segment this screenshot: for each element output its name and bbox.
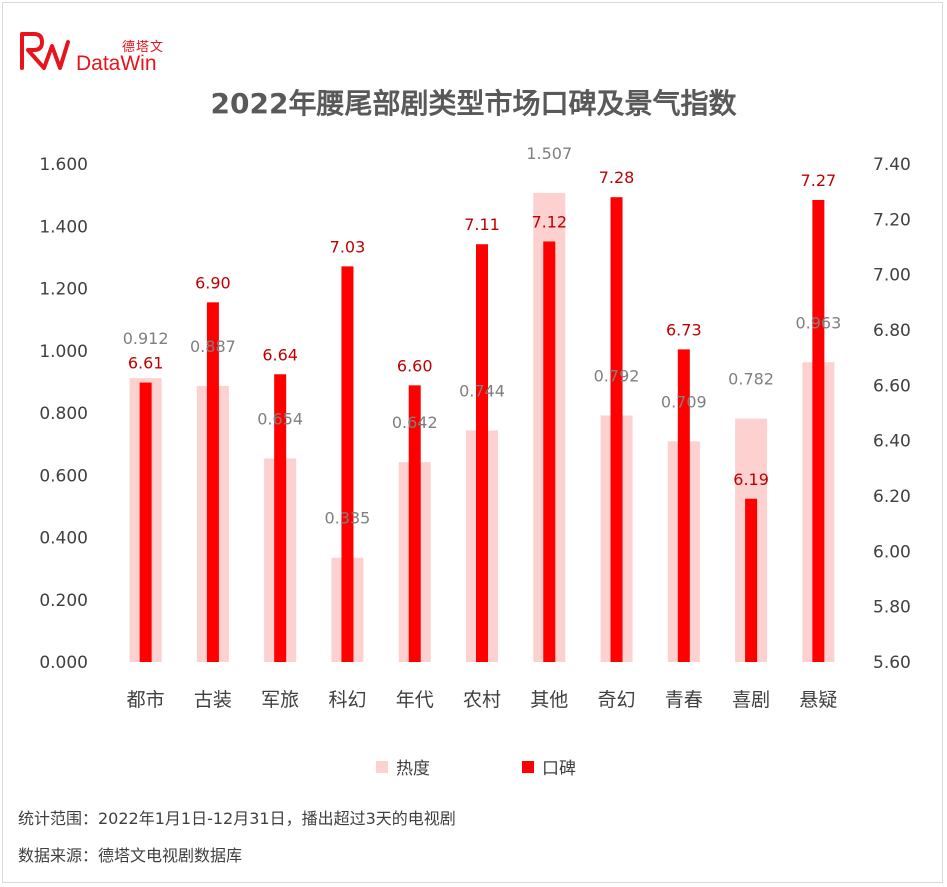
logo-chinese-text: 德塔文 xyxy=(122,40,165,55)
footnote-scope: 统计范围：2022年1月1日-12月31日，播出超过3天的电视剧 xyxy=(18,809,456,828)
category-label: 农村 xyxy=(463,689,501,711)
score-bars-group xyxy=(139,197,825,662)
heat-data-labels: 0.912 0.887 0.654 0.335 0.642 0.744 1.507 0.792… xyxy=(123,144,842,528)
heat-data-label: 0.335 xyxy=(325,509,371,528)
category-label: 悬疑 xyxy=(799,689,837,711)
category-label: 奇幻 xyxy=(598,689,636,711)
category-label: 其他 xyxy=(530,689,568,711)
heat-data-label: 0.642 xyxy=(392,413,438,432)
left-axis-tick-label: 1.400 xyxy=(39,217,88,237)
score-bar xyxy=(543,241,556,662)
score-bar xyxy=(812,199,825,662)
category-labels: 都市 古装 军旅 科幻 年代 农村 其他 奇幻 青春 喜剧 悬疑 xyxy=(127,689,838,711)
right-axis-tick-label: 5.60 xyxy=(873,653,911,673)
category-label: 喜剧 xyxy=(732,689,770,711)
category-label: 都市 xyxy=(127,689,165,711)
heat-data-label: 0.709 xyxy=(661,392,707,411)
heat-data-label: 0.654 xyxy=(257,409,303,428)
right-axis-tick-label: 7.20 xyxy=(873,210,911,230)
heat-data-label: 0.912 xyxy=(123,329,169,348)
left-axis-tick-label: 1.200 xyxy=(39,280,88,300)
logo-english-text: DataWin xyxy=(76,52,157,75)
category-label: 年代 xyxy=(396,689,434,711)
right-axis-tick-label: 6.00 xyxy=(873,542,911,562)
right-axis-tick-label: 5.80 xyxy=(873,598,911,618)
right-axis-tick-label: 6.60 xyxy=(873,376,911,396)
heat-data-label: 1.507 xyxy=(526,144,572,163)
heat-data-label: 0.744 xyxy=(459,381,505,400)
legend-item-heat: 热度 xyxy=(376,754,430,779)
chart-title: 2022年腰尾部剧类型市场口碑及景气指数 xyxy=(210,87,737,120)
score-bar xyxy=(745,498,758,662)
score-bar xyxy=(274,374,287,662)
score-data-label: 6.64 xyxy=(262,345,298,364)
right-axis-tick-label: 6.80 xyxy=(873,321,911,341)
heat-data-label: 0.887 xyxy=(190,337,236,356)
score-data-label: 6.19 xyxy=(733,470,769,489)
left-axis-tick-label: 0.000 xyxy=(39,653,88,673)
category-label: 古装 xyxy=(194,689,232,711)
legend-swatch-score xyxy=(522,760,534,773)
score-data-label: 6.61 xyxy=(128,354,164,373)
score-data-label: 6.60 xyxy=(397,356,433,375)
legend-label-score: 口碑 xyxy=(542,759,576,779)
score-bar xyxy=(677,349,690,662)
left-axis-tick-label: 0.400 xyxy=(39,529,88,549)
score-data-label: 7.28 xyxy=(599,168,635,187)
right-axis-ticks: 5.60 5.80 6.00 6.20 6.40 6.60 6.80 7.00 7.20 7.40 xyxy=(873,155,911,673)
score-data-labels: 6.61 6.90 6.64 7.03 6.60 7.11 7.12 7.28 6.73 6.19… xyxy=(128,168,836,489)
score-bar xyxy=(341,266,354,662)
score-bar xyxy=(476,244,488,662)
left-axis-tick-label: 0.800 xyxy=(39,404,88,424)
heat-data-label: 0.782 xyxy=(728,370,774,389)
category-label: 军旅 xyxy=(261,689,299,711)
legend-label-heat: 热度 xyxy=(396,759,430,779)
score-data-label: 6.73 xyxy=(666,320,702,339)
right-axis-tick-label: 7.40 xyxy=(873,155,911,175)
score-data-label: 6.90 xyxy=(195,273,231,292)
score-bar xyxy=(610,197,623,662)
datawin-logo-mark xyxy=(20,32,70,70)
footnote-source: 数据来源：德塔文电视剧数据库 xyxy=(18,846,243,865)
score-data-label: 7.11 xyxy=(464,215,500,234)
score-bar xyxy=(139,382,152,662)
right-axis-tick-label: 7.00 xyxy=(873,266,911,286)
bar-chart: 0.000 0.200 0.400 0.600 0.800 1.000 1.200 1.400… xyxy=(39,144,911,711)
left-axis-tick-label: 1.600 xyxy=(39,155,88,175)
score-bar xyxy=(408,385,421,662)
category-label: 青春 xyxy=(665,689,703,711)
heat-data-label: 0.792 xyxy=(594,366,640,385)
category-label: 科幻 xyxy=(328,689,366,711)
legend-swatch-heat xyxy=(376,760,388,773)
right-axis-tick-label: 6.40 xyxy=(873,432,911,452)
score-bar xyxy=(206,302,219,662)
left-axis-tick-label: 0.200 xyxy=(39,591,88,611)
score-data-label: 7.03 xyxy=(330,237,366,256)
datawin-logo: 德塔文 DataWin xyxy=(18,28,168,80)
right-axis-tick-label: 6.20 xyxy=(873,487,911,507)
score-data-label: 7.12 xyxy=(531,212,567,231)
left-axis-tick-label: 0.600 xyxy=(39,466,88,486)
left-axis-ticks: 0.000 0.200 0.400 0.600 0.800 1.000 1.200 1.400… xyxy=(39,155,88,673)
legend-item-score: 口碑 xyxy=(522,754,576,779)
left-axis-tick-label: 1.000 xyxy=(39,342,88,362)
heat-data-label: 0.963 xyxy=(795,313,841,332)
score-data-label: 7.27 xyxy=(801,171,837,190)
